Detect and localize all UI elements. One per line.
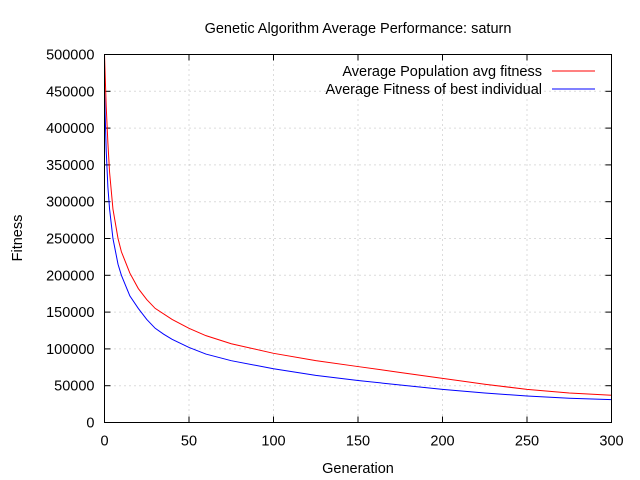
y-tick-label: 350000: [46, 158, 94, 174]
legend-label-1: Average Population avg fitness: [342, 64, 542, 80]
legend-label-2: Average Fitness of best individual: [325, 82, 542, 98]
axis-ticks: 0 50000 100000 150000 200000 250000 300000 3500…: [46, 48, 623, 450]
x-tick-label: 100: [261, 434, 285, 450]
x-tick-label: 200: [430, 434, 454, 450]
plot-frame: [104, 54, 612, 423]
y-tick-label: 300000: [46, 195, 94, 211]
x-axis-label: Generation: [322, 461, 394, 477]
y-tick-label: 500000: [46, 48, 94, 64]
y-tick-label: 100000: [46, 342, 94, 358]
y-tick-label: 200000: [46, 268, 94, 284]
y-tick-label: 0: [86, 416, 94, 432]
series-line-2: [104, 91, 612, 401]
y-tick-label: 450000: [46, 84, 94, 100]
series-line-1: [104, 54, 612, 396]
y-tick-label: 50000: [54, 379, 94, 395]
y-tick-label: 400000: [46, 121, 94, 137]
y-axis-label: Fitness: [10, 215, 26, 262]
series-layer: [104, 54, 612, 401]
y-tick-label: 150000: [46, 305, 94, 321]
x-tick-label: 300: [599, 434, 623, 450]
chart-title: Genetic Algorithm Average Performance: s…: [205, 21, 512, 37]
grid: [104, 54, 612, 423]
x-tick-label: 150: [346, 434, 370, 450]
x-tick-label: 0: [100, 434, 108, 450]
legend: Average Population avg fitness Average Fi…: [325, 64, 595, 98]
x-tick-label: 250: [515, 434, 539, 450]
y-tick-label: 250000: [46, 232, 94, 248]
x-tick-label: 50: [181, 434, 197, 450]
